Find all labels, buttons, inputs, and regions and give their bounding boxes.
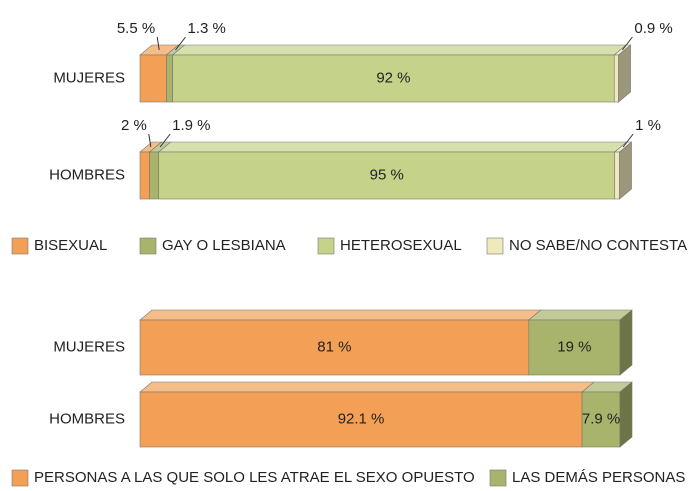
- legend-swatch: [11, 469, 29, 487]
- value-label: 81 %: [317, 338, 351, 355]
- bar-top: [527, 309, 633, 321]
- bar-segment: [581, 391, 621, 448]
- bar-segment: [139, 319, 530, 376]
- bar-segment: [166, 54, 173, 103]
- bar-segment: [149, 151, 160, 200]
- leader-line: [175, 36, 186, 51]
- legend-swatch: [11, 237, 29, 255]
- bar-top: [171, 44, 628, 56]
- value-label: 7.9 %: [582, 410, 620, 427]
- bar-segment: [139, 54, 167, 103]
- bar-segment: [139, 391, 583, 448]
- leader-line: [159, 133, 171, 148]
- value-label: 95 %: [370, 166, 404, 183]
- legend-label: GAY O LESBIANA: [162, 237, 286, 254]
- legend-swatch: [139, 237, 157, 255]
- legend-label: PERSONAS A LAS QUE SOLO LES ATRAE EL SEX…: [34, 469, 475, 486]
- bar-segment: [139, 151, 150, 200]
- bar-side: [618, 44, 631, 103]
- bar-top: [139, 309, 542, 321]
- category-label: MUJERES: [53, 338, 125, 355]
- bar-segment: [528, 319, 621, 376]
- legend-label: BISEXUAL: [34, 237, 107, 254]
- value-label: 1 %: [635, 117, 661, 134]
- bar-side: [619, 381, 633, 448]
- legend-label: HETEROSEXUAL: [340, 237, 462, 254]
- value-label: 92.1 %: [338, 410, 385, 427]
- category-label: MUJERES: [53, 69, 125, 86]
- value-label: 1.3 %: [188, 20, 226, 37]
- bar-side: [619, 141, 632, 200]
- legend-swatch: [317, 237, 335, 255]
- value-label: 1.9 %: [172, 117, 210, 134]
- value-label: 92 %: [376, 69, 410, 86]
- legend-swatch: [486, 237, 504, 255]
- category-label: HOMBRES: [49, 166, 125, 183]
- leader-line: [148, 133, 152, 148]
- bar-side: [619, 309, 633, 376]
- leader-line: [622, 36, 633, 51]
- bar-segment: [614, 151, 620, 200]
- bar-top: [157, 141, 628, 153]
- bar-segment: [613, 54, 619, 103]
- bar-segment: [158, 151, 616, 200]
- value-label: 19 %: [557, 338, 591, 355]
- value-label: 2 %: [121, 117, 147, 134]
- category-label: HOMBRES: [49, 410, 125, 427]
- value-label: 0.9 %: [634, 20, 672, 37]
- leader-line: [156, 36, 160, 51]
- legend-label: NO SABE/NO CONTESTA: [509, 237, 687, 254]
- bar-top: [139, 381, 595, 393]
- value-label: 5.5 %: [117, 20, 155, 37]
- legend-swatch: [489, 469, 507, 487]
- legend-label: LAS DEMÁS PERSONAS: [512, 469, 685, 486]
- leader-line: [622, 133, 634, 148]
